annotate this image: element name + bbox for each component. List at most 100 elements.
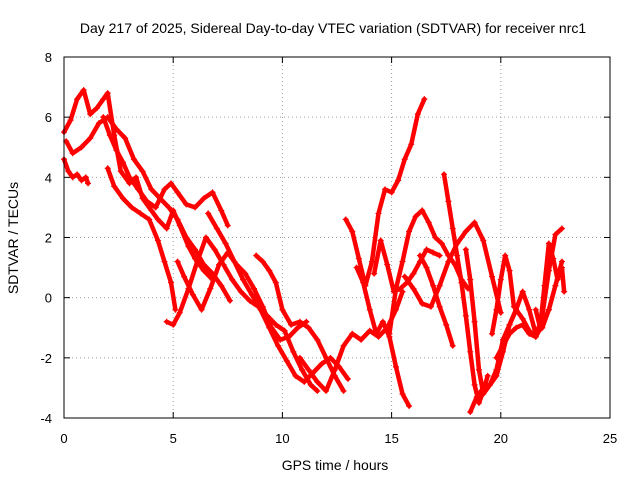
data-point bbox=[314, 378, 321, 385]
data-point bbox=[80, 87, 87, 94]
data-point bbox=[436, 282, 443, 289]
axis-ticks bbox=[63, 56, 611, 419]
data-point bbox=[133, 174, 140, 181]
data-point bbox=[489, 273, 496, 280]
data-point bbox=[272, 279, 279, 286]
series-track bbox=[417, 253, 456, 349]
data-point bbox=[100, 96, 107, 103]
data-point bbox=[368, 258, 375, 265]
data-point bbox=[200, 195, 207, 202]
series-sat-b bbox=[61, 156, 92, 187]
data-point bbox=[552, 231, 559, 238]
data-point bbox=[290, 348, 297, 355]
data-point bbox=[419, 207, 426, 214]
data-point bbox=[410, 285, 417, 292]
data-point bbox=[545, 240, 552, 247]
data-point bbox=[168, 180, 175, 187]
data-point bbox=[371, 270, 378, 277]
data-point bbox=[65, 168, 72, 175]
data-point bbox=[561, 288, 568, 295]
data-point bbox=[323, 387, 330, 394]
data-point bbox=[401, 156, 408, 163]
data-point bbox=[200, 261, 207, 268]
data-point bbox=[85, 180, 92, 187]
data-point bbox=[246, 297, 253, 304]
data-point bbox=[78, 177, 85, 184]
data-point bbox=[441, 171, 448, 178]
data-point bbox=[194, 258, 201, 265]
data-point bbox=[251, 285, 258, 292]
series-track bbox=[63, 114, 233, 303]
data-point bbox=[281, 327, 288, 334]
data-point bbox=[532, 333, 539, 340]
series-sat-t bbox=[489, 252, 517, 337]
data-point bbox=[438, 240, 445, 247]
data-point bbox=[414, 111, 421, 118]
data-point bbox=[299, 366, 306, 373]
data-point bbox=[493, 372, 500, 379]
y-tick-label: 4 bbox=[45, 170, 52, 185]
data-point bbox=[170, 321, 177, 328]
data-point bbox=[423, 264, 430, 271]
data-point bbox=[497, 276, 504, 283]
data-point bbox=[349, 228, 356, 235]
x-tick-label: 0 bbox=[60, 431, 67, 446]
data-point bbox=[410, 270, 417, 277]
x-axis-label: GPS time / hours bbox=[282, 457, 389, 473]
data-point bbox=[229, 276, 236, 283]
data-point bbox=[475, 399, 482, 406]
data-point bbox=[497, 309, 504, 316]
data-point bbox=[471, 381, 478, 388]
data-point bbox=[399, 258, 406, 265]
data-point bbox=[137, 210, 144, 217]
data-point bbox=[493, 354, 500, 361]
data-point bbox=[161, 186, 168, 193]
data-point bbox=[406, 402, 413, 409]
data-point bbox=[395, 177, 402, 184]
data-point bbox=[513, 324, 520, 331]
data-point bbox=[200, 267, 207, 274]
data-point bbox=[301, 378, 308, 385]
data-point bbox=[366, 306, 373, 313]
data-point bbox=[340, 387, 347, 394]
data-point bbox=[430, 282, 437, 289]
chart-title: Day 217 of 2025, Sidereal Day-to-day VTE… bbox=[80, 20, 586, 36]
series-sat-d bbox=[100, 114, 231, 229]
data-point bbox=[342, 216, 349, 223]
data-point bbox=[506, 267, 513, 274]
data-point bbox=[480, 384, 487, 391]
data-point bbox=[458, 279, 465, 286]
data-point bbox=[117, 168, 124, 175]
data-point bbox=[277, 336, 284, 343]
data-point bbox=[248, 291, 255, 298]
data-point bbox=[532, 306, 539, 313]
data-point bbox=[445, 258, 452, 265]
data-point bbox=[382, 186, 389, 193]
data-point bbox=[462, 246, 469, 253]
data-point bbox=[467, 408, 474, 415]
data-point bbox=[266, 324, 273, 331]
data-point bbox=[471, 219, 478, 226]
data-point bbox=[139, 168, 146, 175]
data-point bbox=[307, 381, 314, 388]
data-point bbox=[216, 261, 223, 268]
data-point bbox=[545, 306, 552, 313]
data-point bbox=[148, 186, 155, 193]
data-point bbox=[104, 90, 111, 97]
data-point bbox=[558, 258, 565, 265]
data-point bbox=[421, 96, 428, 103]
data-point bbox=[119, 195, 126, 202]
data-point bbox=[257, 306, 264, 313]
data-point bbox=[266, 267, 273, 274]
data-point bbox=[113, 147, 120, 154]
data-point bbox=[163, 225, 170, 232]
data-point bbox=[462, 228, 469, 235]
data-point bbox=[113, 126, 120, 133]
data-point bbox=[222, 240, 229, 247]
series-layer bbox=[61, 87, 568, 415]
data-point bbox=[423, 246, 430, 253]
x-tick-label: 10 bbox=[275, 431, 289, 446]
data-point bbox=[122, 135, 129, 142]
data-point bbox=[445, 198, 452, 205]
